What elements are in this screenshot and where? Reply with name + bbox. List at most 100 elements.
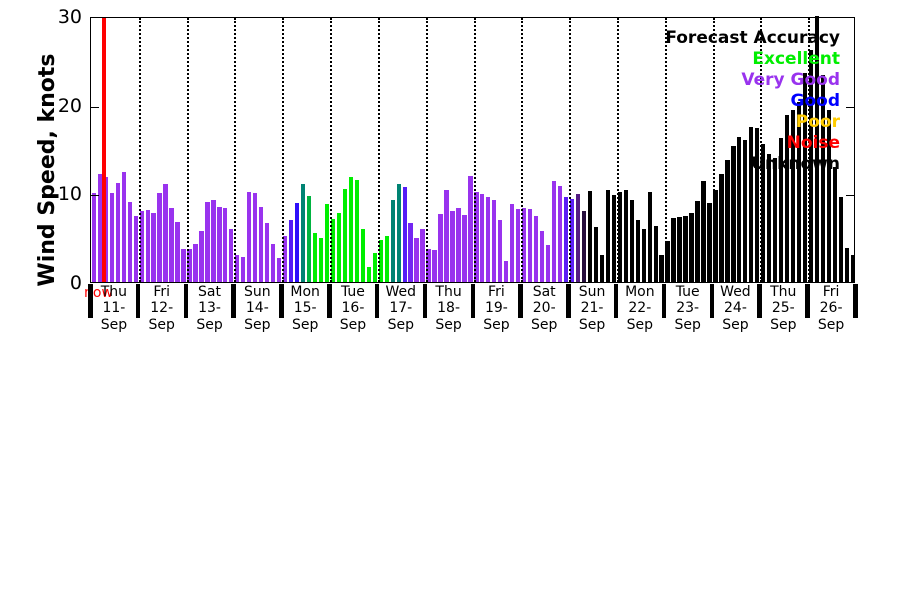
- day-separator: [664, 18, 667, 282]
- x-axis-day-label: Sat 13-Sep: [186, 284, 234, 333]
- day-name: Fri: [488, 284, 505, 300]
- bar: [324, 203, 330, 282]
- x-axis-tick: [613, 284, 619, 318]
- bar: [557, 186, 563, 282]
- y-tick-label: 10: [57, 183, 82, 206]
- day-name: Fri: [153, 284, 171, 300]
- y-tick-mark: [846, 195, 854, 197]
- day-name: Thu: [100, 284, 128, 300]
- bar: [271, 243, 276, 282]
- bar: [629, 200, 634, 282]
- bar: [719, 173, 724, 282]
- bar: [605, 189, 610, 282]
- bar: [623, 189, 628, 282]
- bar: [510, 203, 515, 282]
- day-name: Wed: [720, 284, 751, 300]
- bar: [318, 237, 324, 282]
- bar: [755, 127, 760, 282]
- bar: [330, 219, 336, 282]
- bar: [737, 136, 742, 282]
- bar: [575, 194, 581, 282]
- x-axis-day-label: Mon 22-Sep: [616, 284, 664, 333]
- bar: [850, 255, 856, 282]
- day-date: 19-Sep: [483, 300, 510, 333]
- bar: [282, 235, 288, 282]
- day-name: Mon: [625, 284, 655, 300]
- x-axis-tick: [470, 284, 475, 318]
- day-date: 13-Sep: [196, 300, 223, 333]
- bar: [611, 195, 616, 282]
- bar: [569, 198, 575, 282]
- now-marker-line: [102, 18, 106, 282]
- bar: [725, 159, 730, 282]
- x-axis-day-label: Thu 25-Sep: [759, 284, 807, 333]
- x-axis-tick: [327, 284, 332, 318]
- day-name: Sat: [532, 284, 556, 300]
- bar: [659, 255, 664, 282]
- bar: [115, 182, 120, 282]
- bar: [528, 209, 533, 282]
- bar: [689, 212, 694, 282]
- bar: [826, 110, 832, 282]
- bar: [599, 255, 605, 282]
- x-axis-day-label: Tue 16-Sep: [329, 284, 377, 333]
- day-name: Sat: [198, 284, 221, 300]
- x-axis-day-label: Sat 20-Sep: [520, 284, 568, 333]
- bar: [844, 248, 850, 282]
- bar: [539, 230, 545, 282]
- x-axis-tick: [374, 284, 380, 318]
- bar: [468, 175, 473, 282]
- bar: [480, 194, 485, 282]
- bar: [223, 207, 228, 282]
- bar: [635, 219, 640, 282]
- x-axis-tick: [853, 284, 858, 318]
- legend-item-good: Good: [790, 91, 840, 111]
- bar: [336, 212, 342, 282]
- bar: [713, 189, 718, 282]
- bar: [265, 223, 270, 282]
- day-date: 15-Sep: [291, 300, 319, 333]
- day-date: 25-Sep: [770, 300, 797, 333]
- plot-area: [90, 16, 856, 283]
- day-name: Fri: [822, 284, 840, 300]
- bar: [444, 189, 449, 282]
- day-separator: [521, 18, 524, 282]
- bar: [767, 154, 772, 282]
- x-axis-day-label: Tue 23-Sep: [664, 284, 712, 333]
- day-name: Tue: [675, 284, 700, 300]
- bar: [671, 218, 676, 282]
- bar: [217, 206, 222, 282]
- bar: [169, 208, 174, 282]
- x-axis-day-label: Mon 15-Sep: [281, 284, 329, 333]
- bar: [563, 196, 569, 282]
- day-date: 22-Sep: [626, 300, 654, 333]
- day-separator: [282, 18, 285, 282]
- bar: [306, 196, 312, 282]
- bar: [785, 115, 790, 282]
- bar: [247, 192, 252, 282]
- day-separator: [569, 18, 572, 282]
- bar: [259, 206, 264, 282]
- bar: [414, 237, 419, 282]
- bar: [832, 166, 838, 282]
- bar: [647, 191, 652, 282]
- bar: [348, 177, 353, 282]
- bar: [276, 258, 282, 282]
- day-name: Thu: [770, 284, 797, 300]
- bar: [498, 219, 503, 282]
- y-tick-label: 20: [57, 94, 82, 117]
- day-date: 24-Sep: [722, 300, 749, 333]
- x-axis-day-label: Sun 21-Sep: [568, 284, 616, 333]
- bar: [581, 211, 587, 282]
- bar: [683, 216, 688, 282]
- bar: [121, 172, 126, 282]
- bar: [91, 193, 97, 282]
- day-separator: [186, 18, 189, 282]
- bar: [396, 183, 401, 282]
- legend-item-noise: Noise: [786, 133, 840, 153]
- bar: [402, 187, 407, 282]
- bar: [181, 249, 186, 282]
- x-axis-tick: [566, 284, 571, 318]
- bar: [151, 212, 156, 282]
